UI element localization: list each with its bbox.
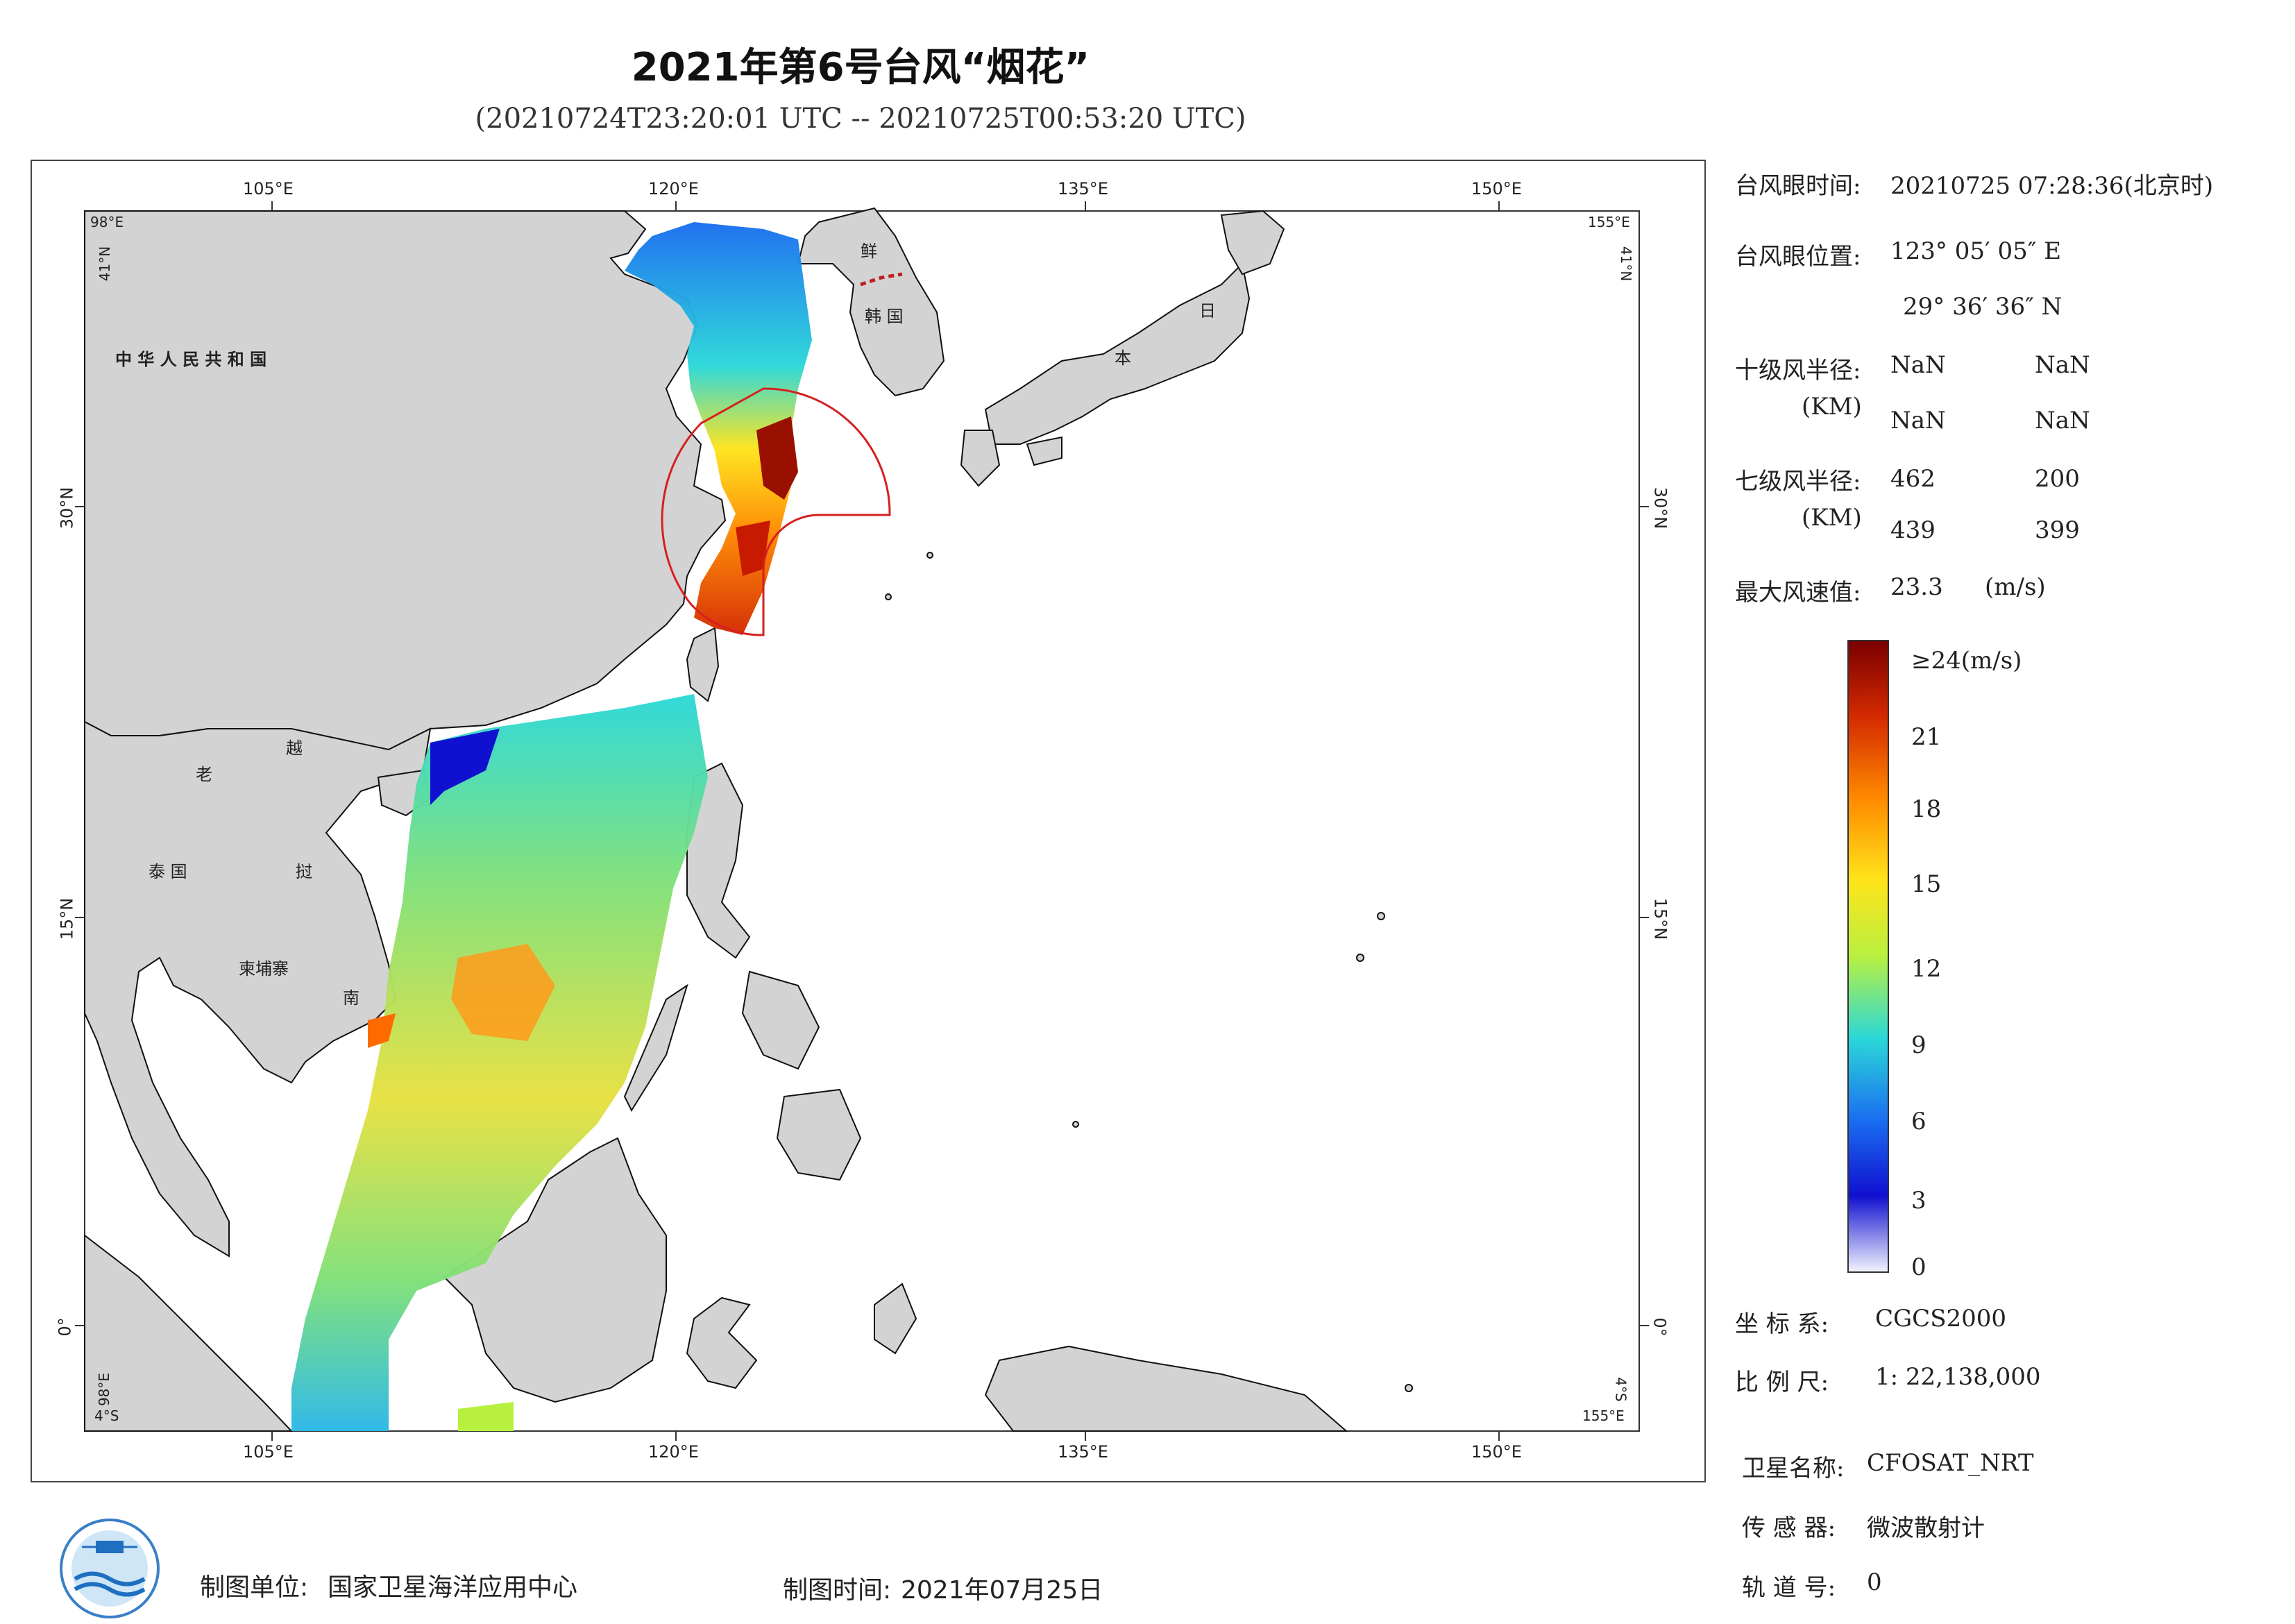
lon-label-bottom: 120°E <box>648 1442 699 1462</box>
corner-label: 98°E <box>96 1372 113 1407</box>
satellite-label: 卫星名称: <box>1742 1455 1845 1482</box>
lat-label-left: 0° <box>55 1317 75 1337</box>
lon-label-top: 120°E <box>648 179 699 198</box>
colorbar-tick: 21 <box>1911 723 1942 751</box>
lon-label-bottom: 150°E <box>1471 1442 1522 1462</box>
lat-label-left: 30°N <box>57 487 77 530</box>
r7-value: 462 <box>1890 465 1936 493</box>
colorbar-top-label: ≥24(m/s) <box>1911 647 2022 675</box>
colorbar-tick: 6 <box>1911 1108 1926 1135</box>
place-label-japan: 日 <box>1199 301 1216 321</box>
place-label-japan-2: 本 <box>1115 348 1131 368</box>
satellite-value: CFOSAT_NRT <box>1867 1449 2034 1477</box>
r10-value: NaN <box>1890 407 1946 434</box>
r7-value: 399 <box>2035 516 2080 544</box>
production-time-value: 2021年07月25日 <box>901 1576 1103 1605</box>
crs-label: 坐 标 系: <box>1735 1310 1829 1338</box>
place-label-thailand: 泰 国 <box>149 862 187 881</box>
crs-value: CGCS2000 <box>1875 1305 2007 1333</box>
corner-label: 41°N <box>1618 246 1635 282</box>
max-wind-label: 最大风速值: <box>1735 579 1861 607</box>
land-layer <box>84 207 1413 1432</box>
map-subtitle: (20210724T23:20:01 UTC -- 20210725T00:53… <box>475 103 1246 135</box>
place-label-laos: 老 <box>196 765 212 784</box>
place-label-korea-north: 鲜 <box>861 242 877 261</box>
eye-lon: 123° 05′ 05″ E <box>1890 237 2062 265</box>
producer-label: 制图单位: <box>200 1573 309 1602</box>
lat-label-right: 15°N <box>1650 897 1670 940</box>
r7-value: 439 <box>1890 516 1936 544</box>
corner-label: 41°N <box>96 246 114 282</box>
colorbar-tick: 0 <box>1911 1253 1926 1281</box>
place-label-vietnam: 越 <box>286 738 303 758</box>
orbit-label: 轨 道 号: <box>1742 1574 1836 1602</box>
colorbar <box>1847 640 1889 1273</box>
place-label-korea: 韩 国 <box>865 307 904 326</box>
r7-km-label: (KM) <box>1802 504 1862 532</box>
frame-ticks <box>75 201 1649 1441</box>
scale-label: 比 例 尺: <box>1735 1369 1829 1396</box>
corner-label: 155°E <box>1582 1407 1625 1424</box>
orbit-value: 0 <box>1867 1568 1882 1596</box>
colorbar-tick: 9 <box>1911 1031 1926 1059</box>
corner-label: 98°E <box>90 214 124 230</box>
r7-label: 七级风半径: <box>1735 468 1861 496</box>
r7-value: 200 <box>2035 465 2080 493</box>
corner-label: 155°E <box>1588 214 1630 230</box>
r10-value: NaN <box>2035 351 2090 379</box>
place-label-vietnam-2: 南 <box>343 988 359 1008</box>
colorbar-tick: 15 <box>1911 870 1942 898</box>
lon-label-top: 135°E <box>1058 179 1108 198</box>
map-frame <box>31 160 1706 1482</box>
lat-label-right: 30°N <box>1650 487 1670 530</box>
r10-value: NaN <box>1890 351 1946 379</box>
r10-km-label: (KM) <box>1802 393 1862 421</box>
r10-label: 十级风半径: <box>1735 357 1861 384</box>
lat-label-right: 0° <box>1650 1317 1670 1337</box>
wind-radius-outline <box>661 387 891 636</box>
production-time-label: 制图时间: <box>783 1576 892 1605</box>
colorbar-tick: 3 <box>1911 1187 1926 1215</box>
colorbar-tick: 18 <box>1911 795 1942 823</box>
lon-label-top: 150°E <box>1471 179 1522 198</box>
eye-time-label: 台风眼时间: <box>1735 172 1861 200</box>
corner-label: 4°S <box>94 1407 119 1424</box>
scale-value: 1: 22,138,000 <box>1875 1363 2041 1391</box>
place-label-laos-2: 挝 <box>296 862 312 881</box>
corner-label: 4°S <box>1612 1377 1629 1402</box>
lat-label-left: 15°N <box>57 897 77 940</box>
eye-pos-label: 台风眼位置: <box>1735 243 1861 271</box>
place-label-china: 中 华 人 民 共 和 国 <box>115 350 267 369</box>
lon-label-bottom: 105°E <box>243 1442 294 1462</box>
org-logo-icon <box>60 1519 160 1618</box>
lon-label-bottom: 135°E <box>1058 1442 1108 1462</box>
sensor-value: 微波散射计 <box>1867 1514 1985 1542</box>
wind-swath-layer <box>291 222 812 1431</box>
lon-label-top: 105°E <box>243 179 294 198</box>
colorbar-tick: 12 <box>1911 955 1942 983</box>
max-wind-unit: (m/s) <box>1985 573 2046 601</box>
r10-value: NaN <box>2035 407 2090 434</box>
eye-lat: 29° 36′ 36″ N <box>1903 293 2063 321</box>
eye-time-value: 20210725 07:28:36(北京时) <box>1890 172 2214 200</box>
place-label-cambodia: 柬埔寨 <box>239 959 289 979</box>
sensor-label: 传 感 器: <box>1742 1514 1836 1542</box>
max-wind-value: 23.3 <box>1890 573 1943 601</box>
producer-value: 国家卫星海洋应用中心 <box>328 1573 578 1602</box>
map-title: 2021年第6号台风“烟花” <box>631 45 1090 90</box>
